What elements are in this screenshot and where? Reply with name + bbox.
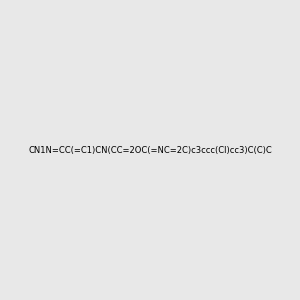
Text: CN1N=CC(=C1)CN(CC=2OC(=NC=2C)c3ccc(Cl)cc3)C(C)C: CN1N=CC(=C1)CN(CC=2OC(=NC=2C)c3ccc(Cl)cc… — [28, 146, 272, 154]
